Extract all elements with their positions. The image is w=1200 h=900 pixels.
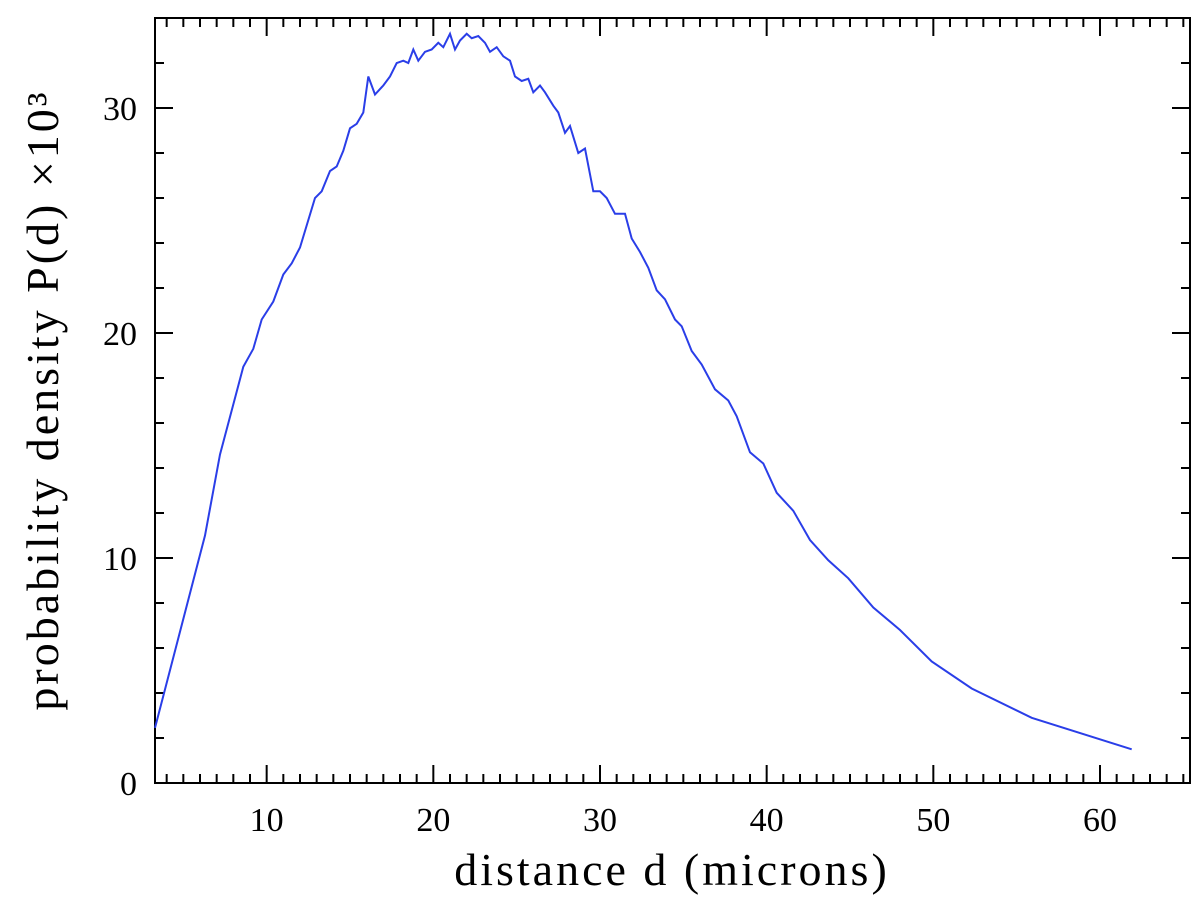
x-axis-label: distance d (microns) [454,844,890,895]
y-axis-label: probability density P(d) ×10³ [17,89,68,710]
x-tick-label: 30 [583,802,617,839]
x-tick-label: 10 [250,802,284,839]
x-tick-label: 40 [750,802,784,839]
x-tick-label: 50 [916,802,950,839]
y-tick-label: 30 [103,91,137,128]
y-tick-label: 20 [103,316,137,353]
plot-frame [154,17,1191,784]
y-tick-label: 0 [120,766,137,803]
y-tick-label: 10 [103,541,137,578]
x-tick-label: 60 [1083,802,1117,839]
x-tick-label: 20 [416,802,450,839]
data-line [154,31,1133,751]
